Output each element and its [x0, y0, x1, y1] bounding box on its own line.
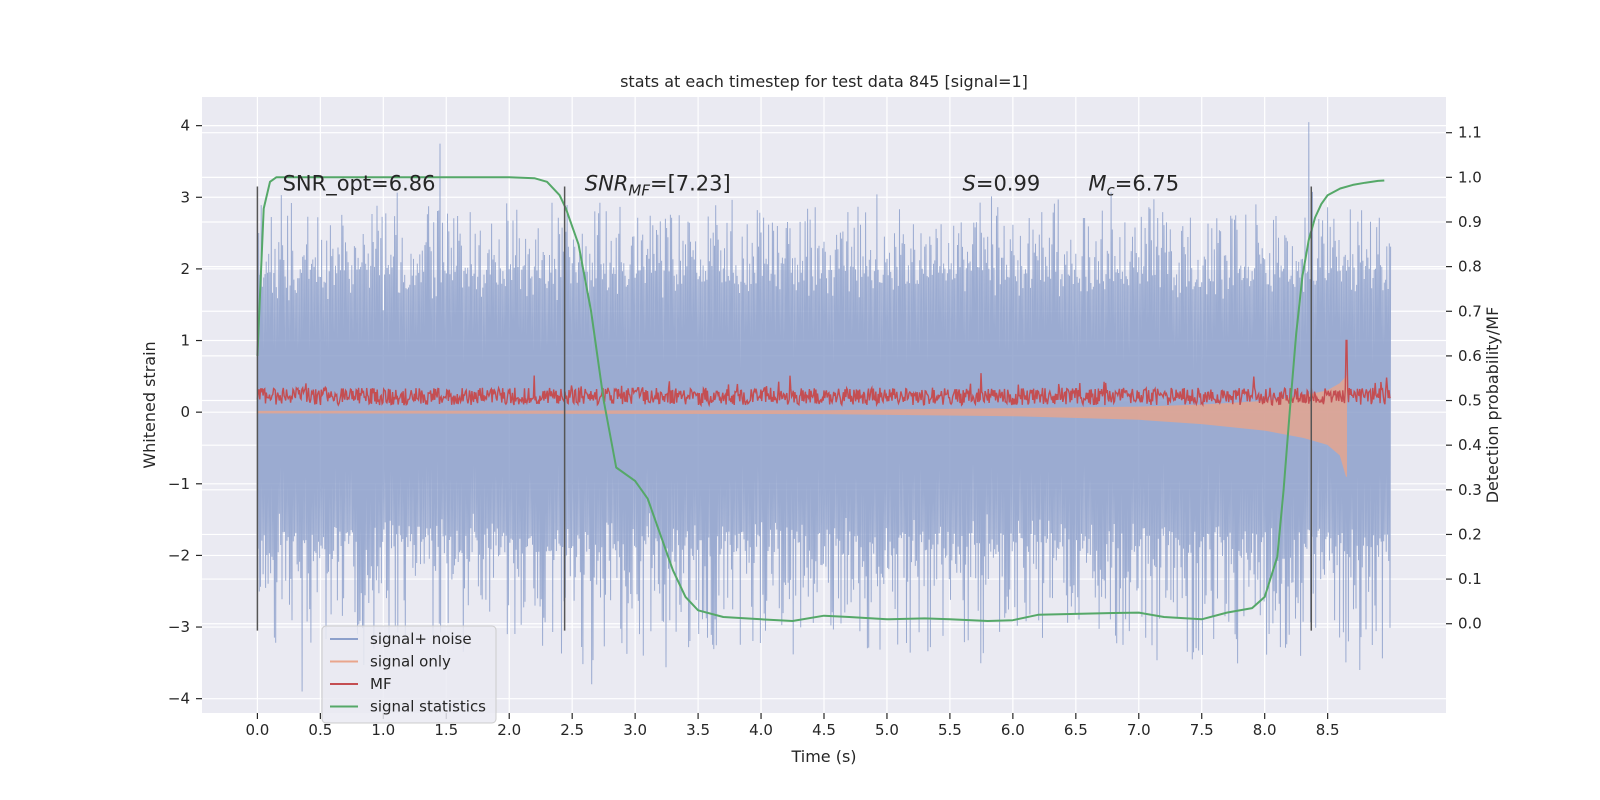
chart-title: stats at each timestep for test data 845… [620, 72, 1028, 91]
annotation-value: =0.99 [976, 172, 1040, 196]
y-tick-label: 3 [180, 188, 190, 206]
x-tick-label: 2.0 [497, 721, 521, 739]
x-tick-label: 4.0 [749, 721, 773, 739]
y-tick-label: −4 [168, 690, 190, 708]
x-tick-label: 3.5 [686, 721, 710, 739]
y2-tick-label: 0.6 [1458, 347, 1482, 365]
y2-tick-label: 1.0 [1458, 168, 1482, 186]
annotation-symbol: M [1088, 172, 1106, 196]
y2-tick-label: 0.9 [1458, 213, 1482, 231]
annotation-text: SNR_opt=6.86 [283, 172, 436, 197]
axes: 0.0 0.5 1.0 1.5 2.0 2.5 3.0 3.5 4.0 4.5 5.0 5.5 6.0 6… [168, 117, 1482, 739]
vertical-markers [256, 186, 1313, 631]
x-tick-label: 4.5 [812, 721, 836, 739]
x-tick-label: 1.0 [371, 721, 395, 739]
y2-tick-label: 0.1 [1458, 570, 1482, 588]
legend-label: signal only [370, 653, 451, 671]
y2-tick-label: 0.4 [1458, 436, 1482, 454]
annotation-symbol: SNR [585, 172, 629, 196]
x-tick-label: 7.0 [1127, 721, 1151, 739]
x-tick-label: 2.5 [560, 721, 584, 739]
x-tick-label: 8.0 [1253, 721, 1277, 739]
y-tick-label: −2 [168, 546, 190, 564]
y-axis-label: Whitened strain [140, 341, 159, 468]
y2-tick-label: 0.2 [1458, 525, 1482, 543]
y2-tick-label: 0.8 [1458, 258, 1482, 276]
x-tick-label: 6.5 [1064, 721, 1088, 739]
series-mf [256, 339, 1391, 408]
series-signal-statistics [256, 176, 1385, 622]
y2-tick-label: 0.3 [1458, 481, 1482, 499]
y-tick-label: −1 [168, 475, 190, 493]
y-tick-label: 1 [180, 332, 190, 350]
annotation-subscript: c [1107, 182, 1116, 200]
y2-axis-label: Detection probability/MF [1483, 307, 1502, 504]
series-signal-noise [256, 122, 1392, 692]
legend-label: signal+ noise [370, 630, 472, 648]
y-tick-label: 4 [180, 117, 190, 135]
annotation-text: S=0.99 [963, 172, 1041, 196]
x-tick-label: 0.0 [245, 721, 269, 739]
legend: signal+ noise signal only MF signal statist… [321, 625, 497, 724]
annotation-value: =[7.23] [650, 172, 731, 196]
legend-label: MF [370, 675, 392, 693]
y2-tick-label: 1.1 [1458, 124, 1482, 142]
annotation-subscript: MF [628, 182, 650, 200]
x-tick-label: 5.5 [938, 721, 962, 739]
y2-tick-label: 0.7 [1458, 302, 1482, 320]
legend-label: signal statistics [370, 698, 486, 716]
y2-tick-label: 0.5 [1458, 392, 1482, 410]
x-tick-label: 7.5 [1190, 721, 1214, 739]
y2-tick-label: 0.0 [1458, 615, 1482, 633]
x-tick-label: 3.0 [623, 721, 647, 739]
x-axis-label: Time (s) [790, 747, 856, 766]
x-tick-label: 5.0 [875, 721, 899, 739]
x-tick-label: 0.5 [308, 721, 332, 739]
x-tick-label: 6.0 [1001, 721, 1025, 739]
plot-layer [256, 122, 1392, 692]
series-signal-only [256, 374, 1347, 477]
annotation-value: =6.75 [1115, 172, 1179, 196]
x-tick-label: 8.5 [1316, 721, 1340, 739]
y-tick-label: 2 [180, 260, 190, 278]
x-tick-label: 1.5 [434, 721, 458, 739]
annotation-text: Mc=6.75 [1088, 172, 1179, 200]
y-tick-label: 0 [180, 403, 190, 421]
y-tick-label: −3 [168, 618, 190, 636]
annotations: SNR_opt=6.86 SNRMF=[7.23] S=0.99 Mc=6.75 [283, 172, 1180, 200]
legend-box [321, 625, 497, 724]
annotation-text: SNRMF=[7.23] [585, 172, 731, 200]
annotation-symbol: S [963, 172, 976, 196]
